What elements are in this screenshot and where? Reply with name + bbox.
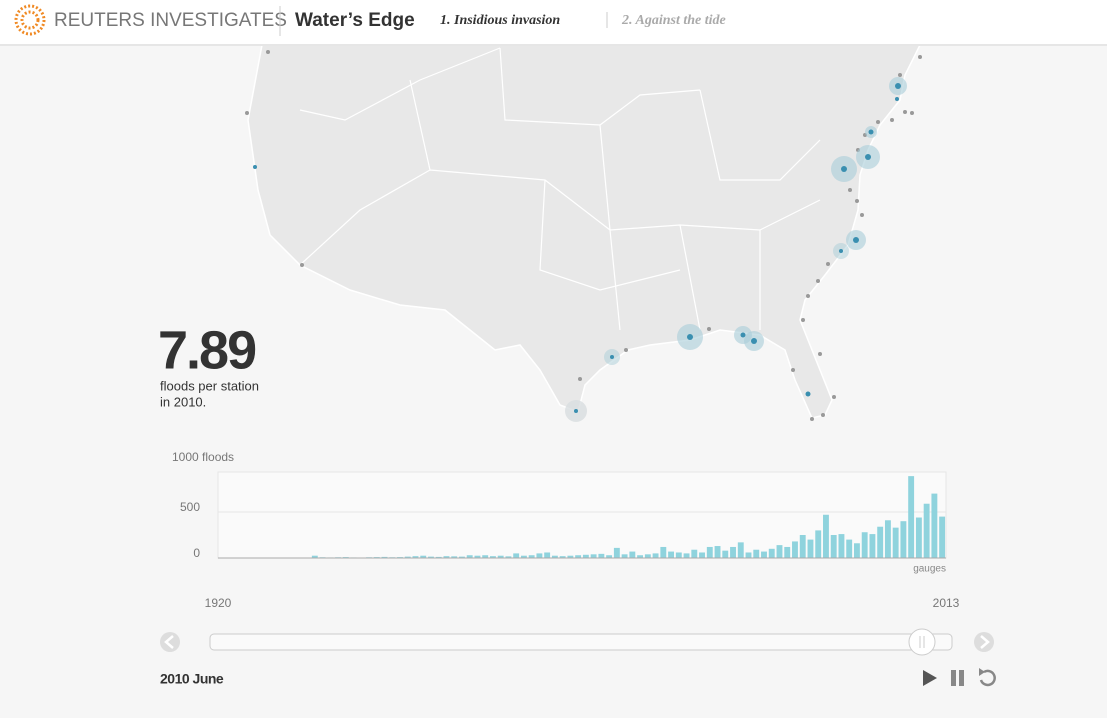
y-tick-label: 0	[193, 546, 200, 560]
bar	[900, 521, 906, 558]
bar	[885, 520, 891, 558]
slider-thumb[interactable]	[909, 629, 935, 655]
bar	[877, 527, 883, 558]
bar	[653, 553, 659, 558]
bar	[676, 552, 682, 558]
bar	[931, 494, 937, 558]
slider-track[interactable]	[210, 634, 952, 650]
bar	[815, 530, 821, 558]
nav-link[interactable]: 1. Insidious invasion	[440, 13, 560, 28]
bar	[823, 515, 829, 558]
bar	[893, 528, 899, 558]
bar	[854, 543, 860, 558]
reset-arrow	[979, 668, 985, 676]
bar	[869, 534, 875, 558]
stat-label: in 2010.	[160, 394, 206, 409]
x-tick-label: 2013	[933, 596, 960, 610]
bar	[738, 542, 744, 558]
bar	[924, 504, 930, 558]
gauges-label: gauges	[913, 564, 946, 575]
prev-button[interactable]	[160, 632, 180, 652]
bar	[777, 545, 783, 558]
bar	[707, 547, 713, 558]
bar	[769, 549, 775, 558]
bar	[916, 518, 922, 558]
bar	[684, 553, 690, 558]
y-tick-label: 1000 floods	[172, 450, 234, 464]
bar	[591, 554, 597, 558]
bar	[808, 540, 814, 558]
bar	[730, 547, 736, 558]
bar	[761, 552, 767, 558]
bar	[746, 552, 752, 558]
bar	[839, 534, 845, 558]
bar	[846, 540, 852, 558]
bar	[800, 535, 806, 558]
bar	[691, 550, 697, 558]
bar	[513, 553, 519, 558]
bar	[622, 554, 628, 558]
us-map	[245, 45, 922, 422]
bar	[660, 547, 666, 558]
y-tick-label: 500	[180, 500, 200, 514]
bar	[831, 535, 837, 558]
pause-button[interactable]	[951, 670, 964, 686]
bar	[598, 554, 604, 558]
chart-plot	[218, 472, 946, 558]
bar	[715, 546, 721, 558]
story-title: Water’s Edge	[295, 10, 415, 31]
bar	[536, 553, 542, 558]
bar	[645, 554, 651, 558]
nav-link[interactable]: 2. Against the tide	[621, 13, 726, 28]
bar	[722, 551, 728, 558]
next-button[interactable]	[974, 632, 994, 652]
x-tick-label: 1920	[205, 596, 232, 610]
bar	[629, 552, 635, 558]
bar	[939, 517, 945, 558]
bar	[614, 548, 620, 558]
bar	[792, 541, 798, 558]
current-date: 2010 June	[160, 671, 224, 687]
map-land	[248, 45, 920, 418]
bar	[544, 552, 550, 558]
bar	[753, 550, 759, 558]
stat-value: 7.89	[158, 320, 256, 380]
play-button[interactable]	[923, 670, 937, 686]
header-shadow	[0, 44, 1107, 46]
brand: REUTERS INVESTIGATES	[54, 10, 287, 31]
bar	[908, 476, 914, 558]
bar	[784, 547, 790, 558]
bar	[668, 552, 674, 558]
bar	[699, 552, 705, 558]
stat-label: floods per station	[160, 378, 259, 393]
bar	[862, 532, 868, 558]
